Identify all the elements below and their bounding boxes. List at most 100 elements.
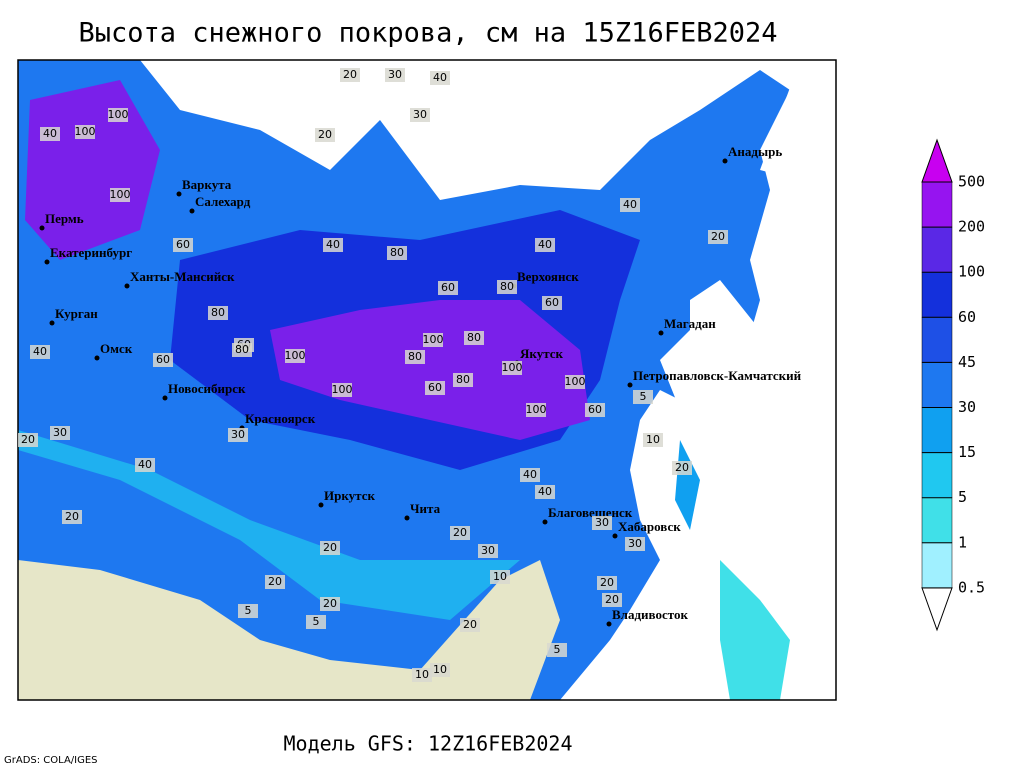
city-label: Чита bbox=[410, 501, 441, 516]
contour-label: 100 bbox=[526, 403, 547, 416]
city-dot bbox=[39, 225, 45, 231]
colorbar-box bbox=[921, 317, 953, 363]
contour-label: 5 bbox=[640, 390, 647, 403]
colorbar-label: 30 bbox=[958, 398, 976, 416]
contour-label: 40 bbox=[623, 198, 637, 211]
contour-label-bg bbox=[542, 296, 562, 310]
contour-label-bg bbox=[520, 468, 540, 482]
contour-label-bg bbox=[410, 108, 430, 122]
city-dot bbox=[189, 208, 195, 214]
contour-label: 30 bbox=[413, 108, 427, 121]
colorbar-box bbox=[921, 226, 953, 273]
colorbar-label: 100 bbox=[958, 263, 985, 281]
contour-label: 80 bbox=[500, 280, 514, 293]
city-label: Петропавловск-Камчатский bbox=[633, 368, 802, 383]
contour-label: 30 bbox=[231, 428, 245, 441]
contour-label: 80 bbox=[408, 350, 422, 363]
contour-label-bg bbox=[450, 526, 470, 540]
labels: Анадырь Варкута Салехард Пермь Екатеринбург Х… bbox=[18, 68, 802, 682]
contour-label-bg bbox=[565, 375, 585, 389]
city-label: Ханты-Мансийск bbox=[130, 269, 235, 284]
contour-label: 20 bbox=[323, 597, 337, 610]
city-label: Анадырь bbox=[728, 144, 782, 159]
contour-label-bg bbox=[672, 461, 692, 475]
city-label: Иркутск bbox=[324, 488, 375, 503]
contour-label: 20 bbox=[463, 618, 477, 631]
contour-label: 80 bbox=[467, 331, 481, 344]
contour-label: 40 bbox=[523, 468, 537, 481]
city-dot bbox=[606, 621, 612, 627]
contour-label-bg bbox=[405, 350, 425, 364]
contour-label: 60 bbox=[588, 403, 602, 416]
contour-label-bg bbox=[430, 71, 450, 85]
contour-label: 100 bbox=[110, 188, 131, 201]
contour-label: 40 bbox=[43, 127, 57, 140]
city-dot bbox=[318, 502, 324, 508]
contour-label: 10 bbox=[493, 570, 507, 583]
contour-label-bg bbox=[320, 597, 340, 611]
contour-label-bg bbox=[228, 428, 248, 442]
contour-label: 100 bbox=[108, 108, 129, 121]
contour-label-bg bbox=[526, 403, 546, 417]
colorbar-label: 60 bbox=[958, 308, 976, 326]
contour-label-bg bbox=[265, 575, 285, 589]
contour-label: 30 bbox=[628, 537, 642, 550]
contour-label-bg bbox=[135, 458, 155, 472]
contour-label-bg bbox=[597, 576, 617, 590]
no-snow bbox=[18, 560, 560, 700]
bering bbox=[760, 60, 836, 190]
contour-label: 100 bbox=[332, 383, 353, 396]
contour-label: 30 bbox=[595, 516, 609, 529]
colorbar-box bbox=[921, 542, 953, 589]
city-dot bbox=[44, 259, 50, 265]
contour-label: 30 bbox=[388, 68, 402, 81]
contour-label-bg bbox=[412, 668, 432, 682]
contour-label: 20 bbox=[343, 68, 357, 81]
contour-label: 5 bbox=[313, 615, 320, 628]
contour-label: 40 bbox=[433, 71, 447, 84]
colorbar-box bbox=[921, 362, 953, 408]
contour-label: 20 bbox=[675, 461, 689, 474]
contour-label-bg bbox=[238, 604, 258, 618]
contour-label: 10 bbox=[646, 433, 660, 446]
contour-label: 60 bbox=[428, 381, 442, 394]
contour-label-bg bbox=[173, 238, 193, 252]
city-label: Красноярск bbox=[245, 411, 316, 426]
contour-label-bg bbox=[50, 426, 70, 440]
city-dot bbox=[176, 191, 182, 197]
contour-label-bg bbox=[535, 238, 555, 252]
map bbox=[18, 60, 836, 700]
colorbar-tri bbox=[921, 138, 953, 183]
contour-label: 60 bbox=[545, 296, 559, 309]
colorbar-label: 45 bbox=[958, 353, 976, 371]
colorbar-label: 200 bbox=[958, 218, 985, 236]
okhotsk-sea bbox=[680, 280, 770, 580]
contour-label: 40 bbox=[138, 458, 152, 471]
contour-label-bg bbox=[708, 230, 728, 244]
colorbar-tri bbox=[921, 587, 953, 632]
contour-label: 10 bbox=[415, 668, 429, 681]
contour-label-bg bbox=[464, 331, 484, 345]
contour-label-bg bbox=[108, 108, 128, 122]
city-label: Верхоянск bbox=[517, 269, 579, 284]
contour-label-bg bbox=[18, 433, 38, 447]
contour-label: 40 bbox=[538, 238, 552, 251]
contour-label: 20 bbox=[268, 575, 282, 588]
contour-label-bg bbox=[232, 343, 252, 357]
contour-label: 40 bbox=[33, 345, 47, 358]
contour-label: 20 bbox=[711, 230, 725, 243]
city-label: Якутск bbox=[520, 346, 564, 361]
city-label: Пермь bbox=[45, 211, 84, 226]
contour-label: 20 bbox=[65, 510, 79, 523]
contour-label-bg bbox=[153, 353, 173, 367]
contour-label-bg bbox=[478, 544, 498, 558]
contour-label-bg bbox=[332, 383, 352, 397]
city-dot bbox=[94, 355, 100, 361]
very-deep-snow bbox=[270, 300, 590, 440]
city-dot bbox=[162, 395, 168, 401]
contour-label-bg bbox=[585, 403, 605, 417]
contour-label: 30 bbox=[53, 426, 67, 439]
city-label: Новосибирск bbox=[168, 381, 246, 396]
contour-label-bg bbox=[30, 345, 50, 359]
